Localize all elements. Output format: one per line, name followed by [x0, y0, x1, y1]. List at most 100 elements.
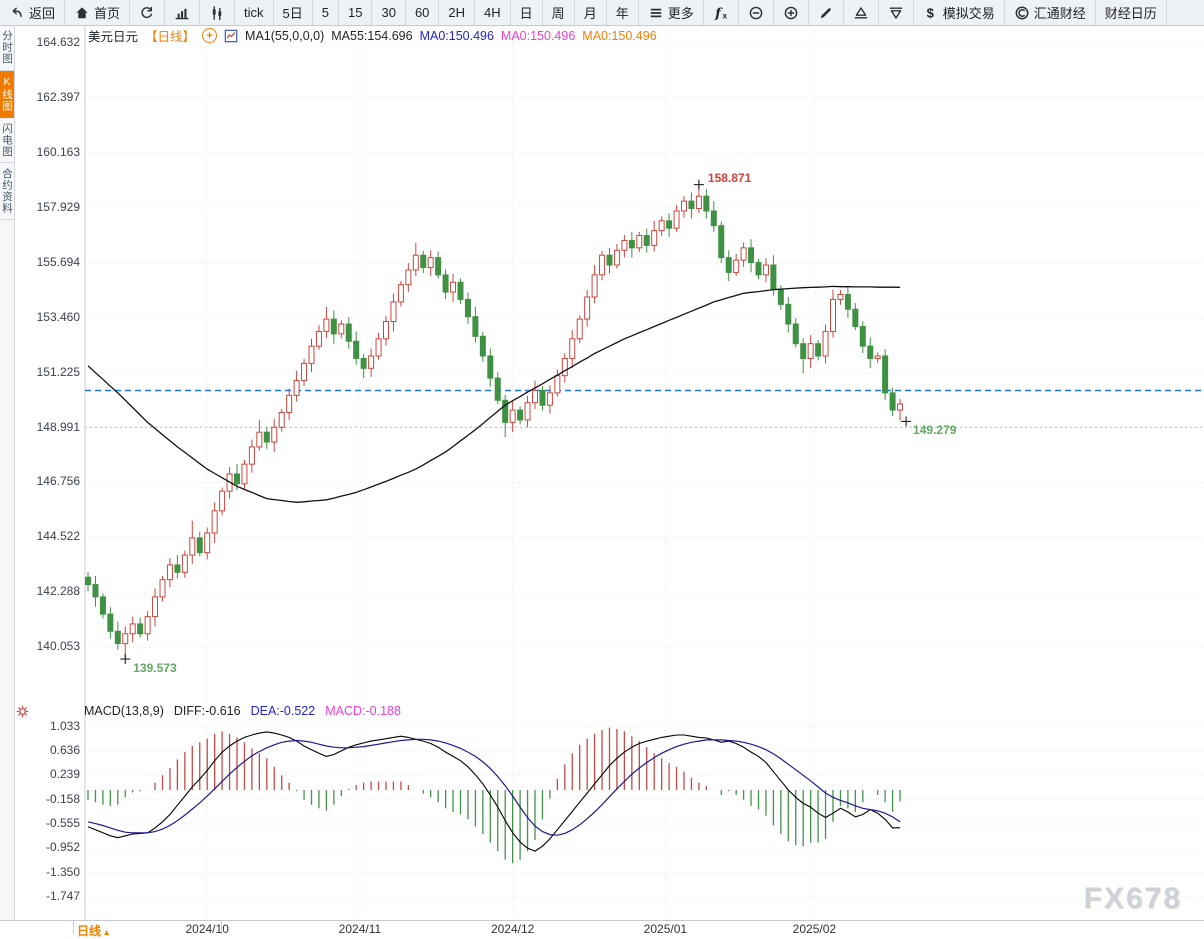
macd-settings-gear-icon[interactable]	[15, 704, 30, 724]
triangle-down-icon	[888, 5, 904, 21]
triangle-up-icon	[853, 5, 869, 21]
toolbar-button-draw[interactable]	[809, 0, 844, 25]
toolbar-button-label: 年	[615, 6, 629, 21]
back-arrow-icon	[9, 5, 25, 21]
macd-axis-label: 1.033	[49, 718, 80, 733]
macd-axis-label: -1.747	[45, 888, 80, 903]
toolbar-button-label: 60	[414, 5, 430, 20]
toolbar-button-week[interactable]: 周	[543, 0, 575, 25]
ma0-blue-label: MA0:150.496	[419, 28, 494, 43]
macd-header: MACD(13,8,9) DIFF:-0.616 DEA:-0.522 MACD…	[84, 704, 401, 718]
toolbar-button-label: 财经日历	[1104, 6, 1157, 21]
date-axis-label: 2025/02	[792, 922, 837, 936]
toolbar-button-day[interactable]: 日	[511, 0, 543, 25]
date-axis-label: 2024/10	[185, 922, 229, 936]
toolbar-button-label: 月	[583, 6, 597, 21]
diff-value-label: DIFF:-0.616	[173, 704, 241, 718]
toolbar-button-huitong-finance[interactable]: 汇通财经	[1005, 0, 1096, 25]
high-price-annotation: 158.871	[707, 170, 752, 185]
toolbar-button-sim-trading[interactable]: $ 模拟交易	[914, 0, 1005, 25]
svg-text:x: x	[722, 10, 727, 20]
toolbar-button-2hour[interactable]: 2H	[439, 0, 476, 25]
macd-axis-label: 0.239	[49, 767, 80, 782]
macd-axis-label: -0.952	[45, 840, 80, 855]
sidebar-tab-kline-chart[interactable]: K线图	[0, 70, 14, 118]
macd-value-label: MACD:-0.188	[325, 704, 401, 718]
macd-axis-label: -1.350	[45, 864, 80, 879]
price-axis-label: 142.288	[36, 584, 80, 599]
toolbar-button-60min[interactable]: 60	[406, 0, 440, 25]
toolbar-button-5min[interactable]: 5	[313, 0, 339, 25]
sidebar-tab-flash-chart[interactable]: 闪电图	[0, 118, 14, 163]
date-axis-label: 2025/01	[643, 922, 688, 936]
toolbar-button-back[interactable]: 返回	[0, 0, 66, 25]
refresh-icon	[139, 5, 155, 21]
price-axis-label: 160.163	[36, 144, 80, 159]
low-price-annotation: 139.573	[133, 661, 177, 676]
candlestick-icon	[209, 5, 225, 21]
date-axis-label: 2024/12	[490, 922, 535, 936]
sidebar: 分时图 K线图 闪电图 合约资料	[0, 25, 15, 920]
toolbar-button-pattern-down[interactable]	[879, 0, 914, 25]
chevron-up-icon: ▴	[104, 927, 109, 937]
dea-value-label: DEA:-0.522	[250, 704, 316, 718]
toolbar-button-4hour[interactable]: 4H	[475, 0, 511, 25]
date-axis-label: 2024/11	[338, 922, 382, 936]
price-axis-label: 153.460	[36, 309, 80, 324]
macd-axis-label: 0.636	[49, 743, 80, 758]
toolbar-button-tick[interactable]: tick	[235, 0, 274, 25]
toolbar-button-label: 5日	[282, 6, 303, 21]
price-axis-label: 164.632	[36, 35, 80, 49]
toolbar-button-label: 4H	[484, 5, 501, 20]
toolbar-button-month[interactable]: 月	[575, 0, 607, 25]
toolbar-button-finance-calendar[interactable]: 财经日历	[1096, 0, 1167, 25]
sidebar-tab-time-chart[interactable]: 分时图	[0, 25, 14, 71]
price-axis-label: 146.756	[36, 474, 80, 489]
price-axis-label: 140.053	[36, 639, 80, 654]
toolbar-button-zoom-in[interactable]	[774, 0, 809, 25]
dollar-icon: $	[923, 5, 939, 21]
last-price-annotation: 149.279	[913, 423, 957, 438]
toolbar-button-15min[interactable]: 15	[339, 0, 373, 25]
toolbar-button-zoom-out[interactable]	[739, 0, 774, 25]
symbol-title: 美元日元	[88, 30, 139, 44]
toolbar-button-label: 30	[381, 5, 396, 20]
sidebar-tab-contract-info[interactable]: 合约资料	[0, 163, 14, 220]
toolbar-button-refresh[interactable]	[130, 0, 166, 25]
menu-icon	[648, 5, 664, 21]
add-indicator-icon[interactable]: +	[202, 28, 218, 43]
toolbar-button-year[interactable]: 年	[607, 0, 639, 25]
toolbar-button-label: 首页	[94, 6, 121, 21]
bottom-interval-selector[interactable]: 日线 ▴	[77, 924, 109, 938]
ma0-orange-label: MA0:150.496	[582, 28, 657, 43]
price-axis-label: 155.694	[36, 254, 80, 269]
toolbar-button-home[interactable]: 首页	[65, 0, 131, 25]
toolbar-button-5day[interactable]: 5日	[274, 0, 313, 25]
price-axis-label: 157.929	[36, 199, 80, 214]
interval-label: 【日线】	[145, 30, 196, 44]
toolbar-button-30min[interactable]: 30	[372, 0, 406, 25]
price-axis-label: 148.991	[36, 419, 80, 434]
macd-axis-label: -0.555	[45, 815, 80, 830]
toolbar-button-pattern-up[interactable]	[844, 0, 879, 25]
toolbar-button-label: 返回	[29, 6, 56, 21]
bottom-bar-divider	[221, 921, 222, 934]
toolbar-button-label: 日	[519, 6, 533, 21]
toolbar-button-bar-chart-view[interactable]	[165, 0, 201, 25]
toolbar-button-label: 15	[348, 5, 363, 20]
toolbar-button-more[interactable]: 更多	[639, 0, 704, 25]
toolbar-button-candlestick-view[interactable]	[200, 0, 236, 25]
ma0-magenta-label: MA0:150.496	[500, 28, 576, 43]
ma-indicator-icon[interactable]	[224, 29, 238, 43]
toolbar: 返回 首页 tick 5日 5 15 30 60 2H 4H 日 周 月 年 更多 f x $ 模拟交易 汇通财经 财经…	[0, 0, 1204, 26]
zoom-out-icon	[748, 5, 764, 21]
price-axis-label: 162.397	[36, 89, 80, 104]
toolbar-button-label: 更多	[667, 6, 694, 21]
toolbar-button-label: 5	[321, 5, 329, 20]
toolbar-button-label: 2H	[448, 5, 466, 20]
toolbar-button-label: 汇通财经	[1033, 6, 1086, 21]
svg-text:$: $	[926, 5, 934, 20]
